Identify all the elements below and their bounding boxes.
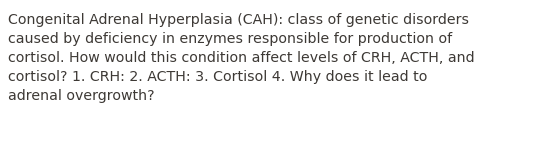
Text: Congenital Adrenal Hyperplasia (CAH): class of genetic disorders
caused by defic: Congenital Adrenal Hyperplasia (CAH): cl…	[8, 13, 475, 103]
